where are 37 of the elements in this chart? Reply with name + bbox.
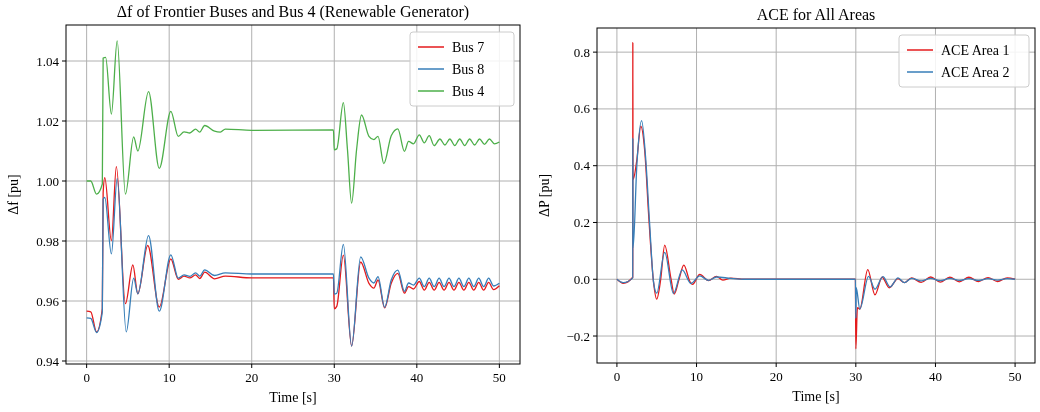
y-tick-label: 0.2 [573, 214, 590, 230]
x-tick-label: 30 [849, 369, 863, 384]
chart-title: Δf of Frontier Buses and Bus 4 (Renewable Generator) [116, 3, 470, 21]
legend-label: ACE Area 1 [941, 43, 1010, 58]
y-tick-label: 0.94 [36, 353, 60, 369]
legend-label: Bus 8 [452, 62, 485, 77]
y-tick-label: 1.04 [36, 53, 60, 69]
line-series [616, 119, 1016, 319]
legend-label: ACE Area 2 [941, 65, 1010, 80]
chart-title: ACE for All Areas [756, 6, 876, 23]
x-tick-label: 20 [245, 370, 259, 385]
x-tick-label: 50 [492, 370, 506, 385]
legend-label: Bus 4 [452, 84, 485, 99]
y-tick-label: 0.8 [573, 44, 590, 60]
y-tick-label: 0.96 [36, 293, 60, 309]
line-series [85, 40, 501, 204]
x-tick-label: 40 [928, 369, 942, 384]
x-axis-title: Time [s] [269, 390, 317, 405]
x-tick-label: 0 [613, 369, 621, 384]
y-tick-label: 1.00 [36, 173, 59, 189]
y-tick-label: −0.2 [566, 328, 590, 344]
y-tick-label: 0.6 [573, 101, 591, 117]
x-tick-label: 10 [162, 370, 176, 385]
y-tick-label: 0.98 [36, 233, 59, 249]
x-axis-title: Time [s] [792, 389, 840, 404]
y-tick-label: 1.02 [36, 113, 59, 129]
x-tick-label: 30 [327, 370, 341, 385]
y-axis-title: ΔP [pu] [537, 173, 552, 218]
x-tick-label: 40 [410, 370, 424, 385]
x-tick-label: 10 [690, 369, 704, 384]
y-tick-label: 0.0 [573, 271, 590, 287]
x-tick-label: 50 [1008, 369, 1022, 384]
x-tick-label: 20 [769, 369, 783, 384]
x-tick-label: 0 [83, 370, 90, 385]
y-tick-label: 0.4 [573, 158, 591, 174]
legend-label: Bus 7 [452, 40, 485, 55]
y-axis-title: Δf [pu] [6, 174, 21, 215]
